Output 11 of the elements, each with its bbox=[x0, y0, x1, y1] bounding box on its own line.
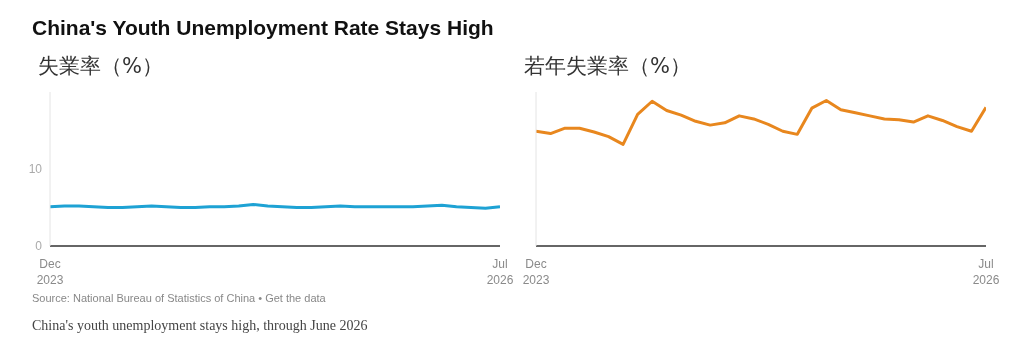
y-tick-label: 10 bbox=[28, 162, 43, 176]
x-tick-label: Jul 2026 bbox=[486, 257, 514, 287]
y-axis-title: 失業率（%） bbox=[38, 53, 163, 80]
source-note: Source: National Bureau of Statistics of China • Get the data bbox=[32, 292, 326, 304]
chart-title: China's Youth Unemployment Rate Stays High bbox=[32, 16, 494, 40]
y-axis-title: 若年失業率（%） bbox=[524, 53, 691, 80]
x-tick-label: Dec 2023 bbox=[36, 257, 64, 287]
text: China's youth unemployment stays high, through June 2026 bbox=[32, 318, 368, 334]
x-tick-label: Jul 2026 bbox=[972, 257, 1000, 287]
y-tick-label: 0 bbox=[35, 239, 43, 253]
x-tick-label: Dec 2023 bbox=[522, 257, 550, 287]
